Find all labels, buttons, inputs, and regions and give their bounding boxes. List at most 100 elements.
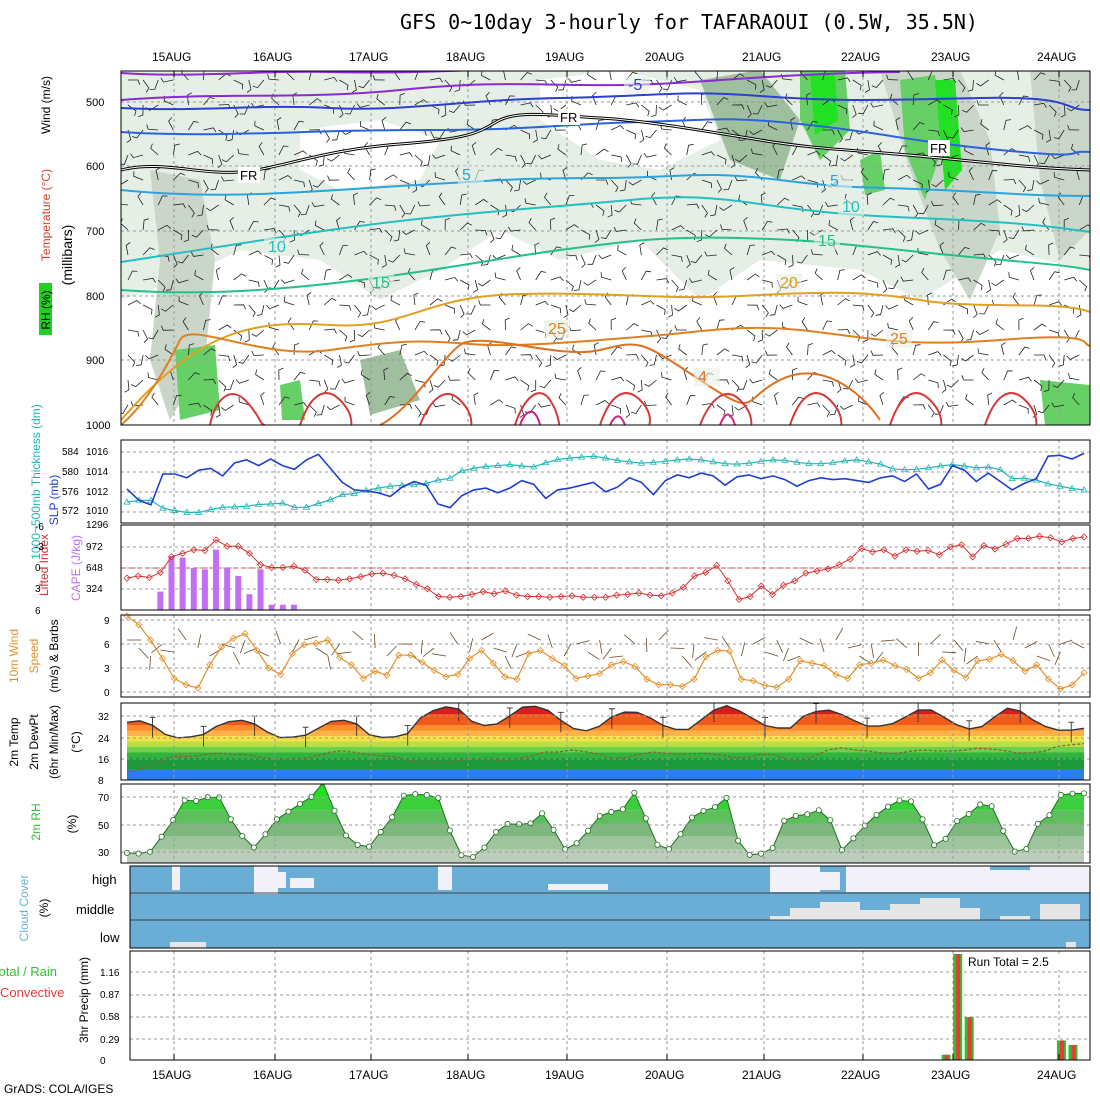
li-point xyxy=(323,575,331,584)
li-point xyxy=(123,574,131,582)
wind-barb xyxy=(1008,229,1020,239)
wind-barb xyxy=(505,179,513,192)
wind-speed-point xyxy=(950,666,958,674)
wind-barb xyxy=(514,179,521,192)
wind-barb xyxy=(1063,79,1072,93)
wind-barb xyxy=(814,268,823,281)
wind-barb xyxy=(637,379,643,393)
wind-barb xyxy=(142,304,153,315)
thickness-point xyxy=(757,457,765,464)
thickness-point xyxy=(374,484,382,491)
wind-barb xyxy=(995,318,1005,331)
wind-barb-10m xyxy=(493,647,507,653)
wind-barb-10m xyxy=(149,655,151,671)
li-point xyxy=(891,552,899,560)
wind-barb xyxy=(874,369,884,381)
wind-barb xyxy=(146,124,159,131)
wind-barb xyxy=(968,167,974,181)
wind-barb xyxy=(136,354,144,367)
wind-barb xyxy=(157,195,168,206)
thickness-point xyxy=(912,465,921,472)
wind-barb xyxy=(882,279,888,293)
rh-shade xyxy=(900,75,945,200)
wind-barb xyxy=(1033,129,1044,140)
wind-barb xyxy=(263,168,271,181)
wind-barb xyxy=(777,254,787,266)
wind-barb xyxy=(671,279,679,293)
li-point xyxy=(824,565,832,573)
slp-ytick: 1010 xyxy=(86,506,109,517)
wind-barb xyxy=(293,204,301,218)
wind-speed-point xyxy=(241,630,249,638)
wind-barb xyxy=(534,242,540,256)
wind-barb xyxy=(121,218,129,231)
wind-speed-point xyxy=(371,667,379,675)
wind-barb xyxy=(323,268,332,281)
wind-barb xyxy=(1018,317,1024,330)
cape-bar xyxy=(279,604,286,610)
wind-barb xyxy=(626,379,636,391)
wind-barb xyxy=(656,304,666,315)
wind-barb xyxy=(822,404,830,417)
wind-barb-10m xyxy=(764,651,779,657)
wind-barb xyxy=(447,375,461,381)
wind-barb xyxy=(294,179,305,188)
wind-barb xyxy=(520,154,526,168)
li-point xyxy=(468,590,476,598)
rh-shade xyxy=(300,120,440,190)
li-point xyxy=(657,592,665,600)
wind-barb xyxy=(594,229,600,243)
precip-conv-bar xyxy=(1059,1040,1064,1060)
thickness-point xyxy=(254,500,263,507)
wind-barb xyxy=(283,296,295,306)
wind-barb xyxy=(611,125,625,131)
wind-barb xyxy=(931,179,944,188)
wind-barb xyxy=(550,304,561,314)
wind-barb xyxy=(203,379,216,385)
wind-speed-point xyxy=(560,662,568,670)
wind-barb xyxy=(309,349,322,356)
li-point xyxy=(557,592,565,601)
wind-barb-10m xyxy=(1058,639,1073,646)
wind-barb xyxy=(895,117,901,131)
wind-barb xyxy=(309,379,321,387)
wind-barb xyxy=(1018,154,1030,162)
wind-barb xyxy=(356,103,370,108)
wind-barb xyxy=(822,320,833,331)
thickness-ytick: 572 xyxy=(62,506,79,517)
wind-barb-10m xyxy=(138,647,149,659)
wind-barb xyxy=(232,354,238,369)
wind-barb xyxy=(127,300,141,306)
contour-label: 15 xyxy=(818,233,836,250)
wind-barb-10m xyxy=(469,638,474,653)
thickness-point xyxy=(589,452,598,459)
wind-barb xyxy=(312,179,325,188)
contour-label: 4 xyxy=(698,369,707,386)
wind-barb xyxy=(710,204,718,217)
wind-barb xyxy=(319,242,325,256)
thickness-point xyxy=(673,456,681,463)
thickness-point xyxy=(685,455,693,462)
wind-barb xyxy=(402,229,416,235)
rh-point xyxy=(850,835,857,842)
wind-barb xyxy=(173,172,186,181)
wind-barb xyxy=(414,320,426,331)
precip-conv-bar xyxy=(967,1017,972,1060)
rh-shade xyxy=(1030,71,1090,260)
wind-speed-point xyxy=(265,664,273,672)
wind-barb xyxy=(837,329,851,335)
wind-barb xyxy=(641,104,650,117)
li-point xyxy=(958,541,966,549)
wind-barb xyxy=(254,120,265,131)
wind-barb xyxy=(958,304,969,315)
wind-barb xyxy=(988,229,1001,236)
wind-barb xyxy=(349,329,356,343)
wind-barb xyxy=(237,148,249,156)
wind-barb xyxy=(301,268,310,281)
wind-barb xyxy=(452,329,461,341)
wind-barb xyxy=(218,354,231,362)
li-point xyxy=(1058,538,1066,546)
wind-barb xyxy=(558,393,567,406)
wind-barb xyxy=(142,218,150,231)
wind-barb xyxy=(1018,179,1027,193)
